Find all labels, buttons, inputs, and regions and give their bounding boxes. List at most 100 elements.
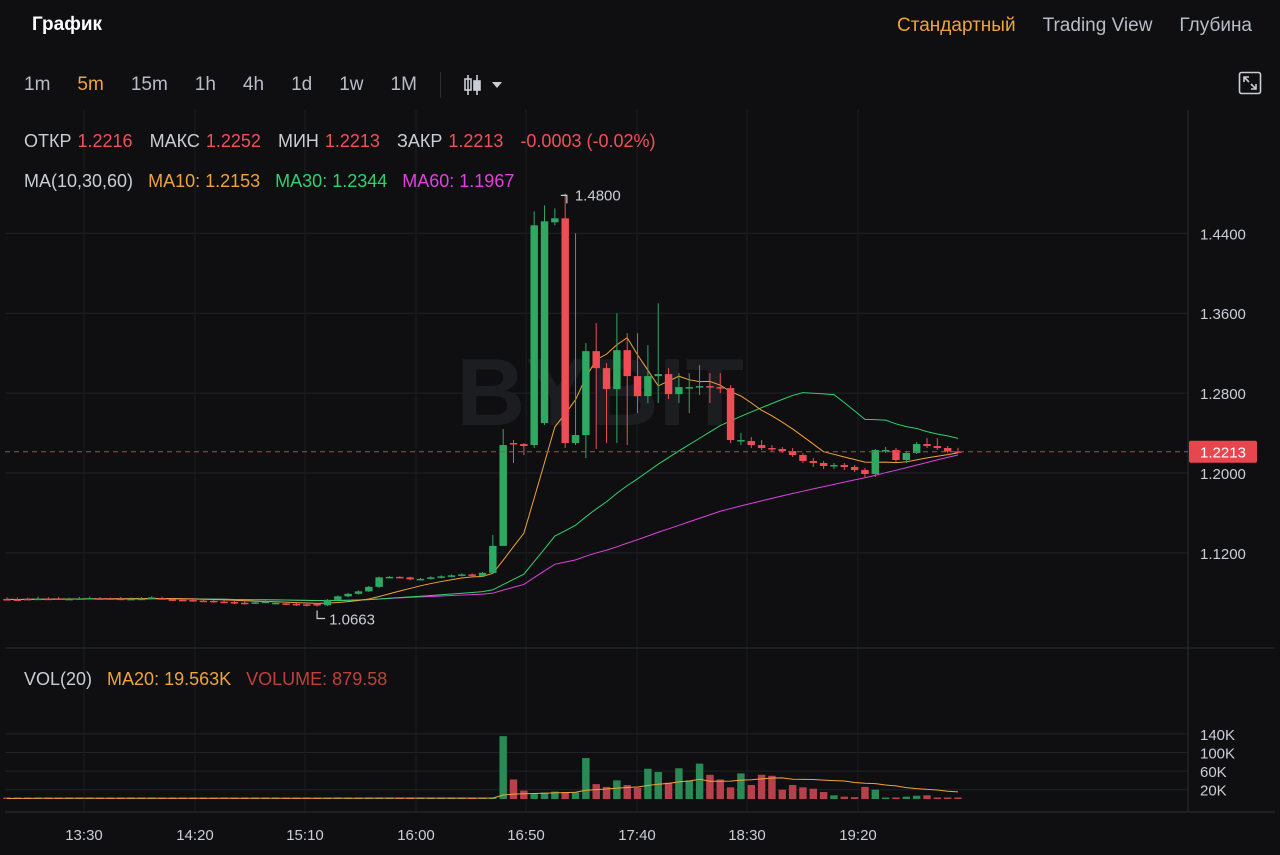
fullscreen-button[interactable] <box>1238 71 1262 100</box>
candle <box>809 458 818 468</box>
candle-body <box>65 598 73 601</box>
volume-bar <box>830 795 838 799</box>
candle-body <box>272 602 280 605</box>
watermark-logo: BYBIT <box>456 339 744 446</box>
candle-body <box>106 598 115 600</box>
volume-bar <box>664 782 673 799</box>
timeframe-1w[interactable]: 1w <box>339 74 364 95</box>
candle <box>706 373 714 404</box>
timeframe-1d[interactable]: 1d <box>291 74 313 95</box>
candle <box>385 576 394 579</box>
volume-bar <box>716 779 724 799</box>
candle-body <box>489 545 497 573</box>
timeframe-1M[interactable]: 1M <box>390 74 417 95</box>
tab-trading-view[interactable]: Trading View <box>1042 15 1153 36</box>
candle-body <box>44 598 53 601</box>
candle-body <box>313 604 321 606</box>
ma-legend: MA(10,30,60) MA10: 1.2153 MA30: 1.2344 M… <box>24 171 520 192</box>
candle-body <box>85 598 94 600</box>
candle <box>427 576 435 580</box>
candle-body <box>468 574 476 576</box>
time-tick-label: 13:30 <box>65 827 103 844</box>
candle-body <box>685 387 693 389</box>
volume-bar <box>613 780 621 799</box>
volume-bar <box>685 780 693 799</box>
candle <box>54 597 63 600</box>
close-value: 1.2213 <box>448 131 504 151</box>
candle-body <box>747 441 755 446</box>
candle-body <box>3 599 11 601</box>
timeframe-15m[interactable]: 15m <box>130 74 168 95</box>
volume-bar <box>757 774 766 799</box>
candle <box>726 385 735 444</box>
candle <box>747 437 755 449</box>
candle-body <box>282 603 290 605</box>
candle <box>489 534 497 574</box>
candle-body <box>365 586 373 592</box>
volume-bar <box>623 785 631 799</box>
vol-label: VOL(20) <box>24 669 93 689</box>
tab-depth[interactable]: Глубина <box>1179 15 1252 36</box>
price-tick-label: 1.2000 <box>1200 466 1246 483</box>
volume-bar <box>540 792 549 799</box>
candle-body <box>75 598 84 600</box>
volume-bar <box>778 789 786 799</box>
volume-bar <box>881 797 890 799</box>
candle-body <box>582 351 590 436</box>
candle <box>551 208 559 226</box>
timeframe-4h[interactable]: 4h <box>242 74 265 95</box>
candle <box>685 373 693 414</box>
candle <box>602 363 611 444</box>
candle-body <box>850 467 859 471</box>
candle <box>840 463 849 471</box>
toolbar-divider <box>439 72 441 98</box>
volume-bar <box>592 784 600 799</box>
candle-body <box>230 602 239 604</box>
volume-bar <box>582 758 590 799</box>
candle <box>530 211 538 449</box>
candle-body <box>385 576 394 579</box>
volume-tick-label: 60K <box>1200 764 1227 781</box>
candle-body <box>127 598 135 601</box>
candle-body <box>220 601 228 604</box>
candle <box>499 429 507 546</box>
volume-bar <box>633 787 642 799</box>
candle <box>613 313 621 444</box>
candle-body <box>499 445 507 546</box>
candle <box>633 333 642 414</box>
high-label: МАКС <box>149 131 200 151</box>
candle-body <box>809 461 818 464</box>
volume-bar <box>861 786 869 799</box>
candle-body <box>726 388 735 441</box>
candle <box>292 602 301 606</box>
candle-body <box>13 599 22 601</box>
candle <box>313 603 321 607</box>
candle-body <box>241 602 249 605</box>
candle <box>13 597 22 601</box>
high-value: 1.2252 <box>205 131 261 151</box>
timeframe-5m[interactable]: 5m <box>77 74 104 95</box>
candle-body <box>416 578 425 581</box>
timeframe-1m[interactable]: 1m <box>24 74 51 95</box>
candle-body <box>571 435 580 444</box>
candle <box>396 576 404 579</box>
chart-type-dropdown[interactable] <box>463 74 503 96</box>
candle <box>902 451 911 464</box>
candle <box>34 596 42 601</box>
candle <box>881 447 890 454</box>
candle-body <box>551 218 559 223</box>
candle <box>933 438 942 451</box>
candle-body <box>602 368 611 390</box>
candle <box>819 461 828 470</box>
tab-standard[interactable]: Стандартный <box>897 15 1016 36</box>
ma-label: MA(10,30,60) <box>24 171 134 191</box>
candle <box>3 597 11 601</box>
volume-bar <box>799 787 807 799</box>
volume-bar <box>520 790 528 799</box>
ma60-line <box>6 454 959 602</box>
timeframe-1h[interactable]: 1h <box>194 74 216 95</box>
low-value: 1.2213 <box>324 131 380 151</box>
candle <box>788 448 797 458</box>
candle <box>65 597 73 601</box>
